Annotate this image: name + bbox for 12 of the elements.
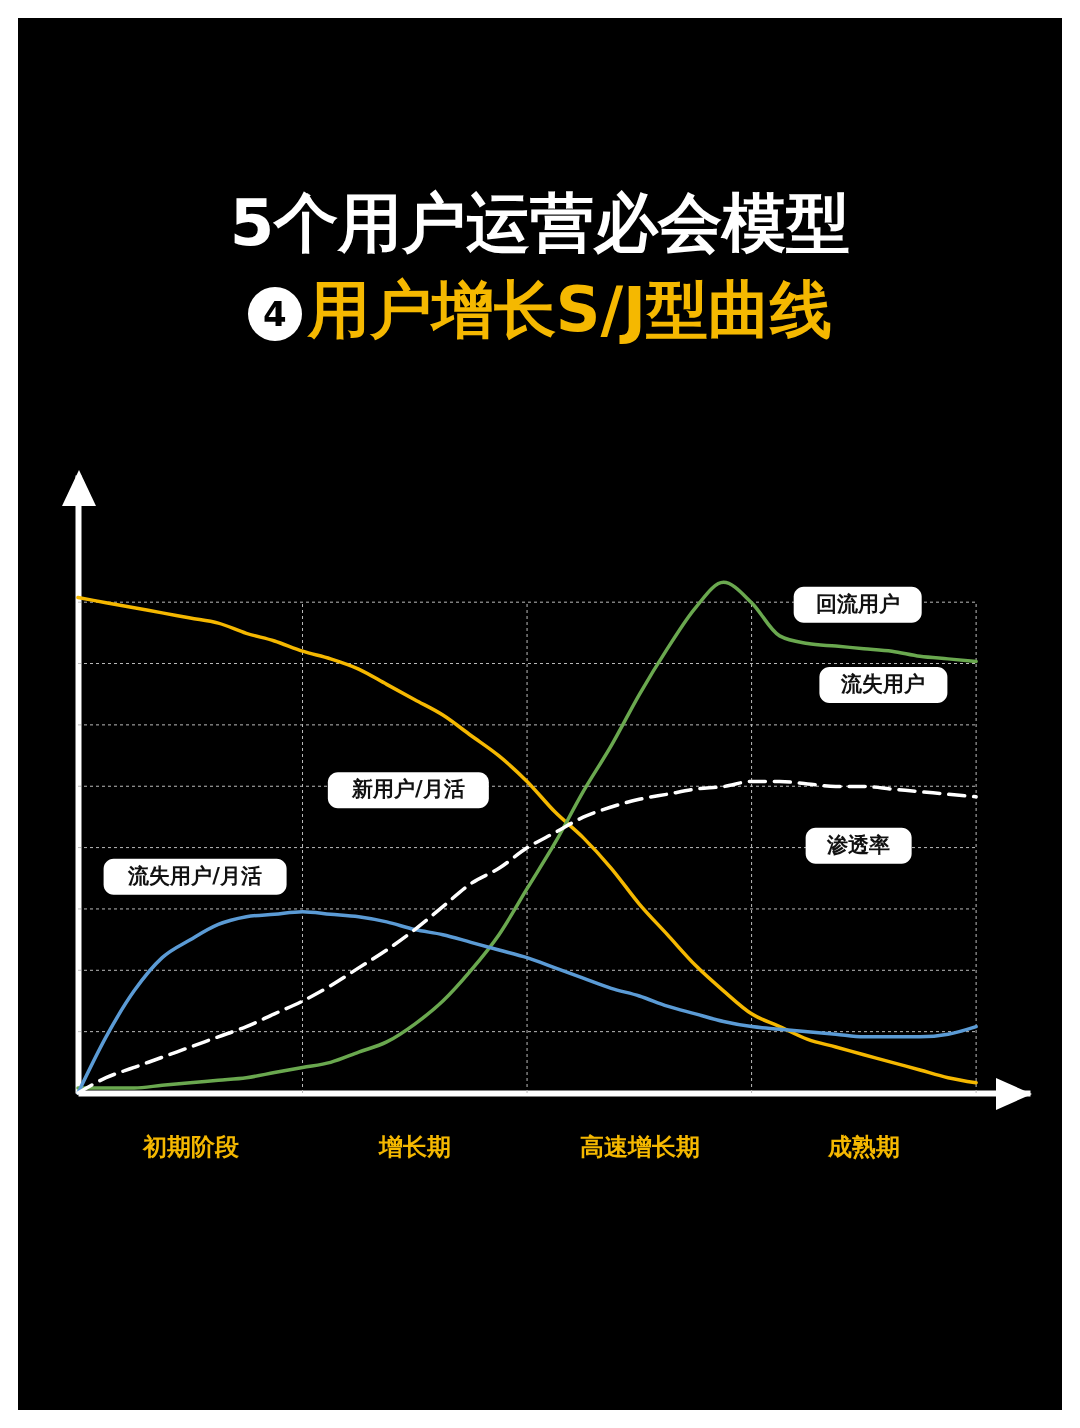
- series-label: 流失用户/月活: [127, 863, 262, 888]
- series-label: 新用户/月活: [351, 777, 465, 802]
- annotation: 流失用户: [840, 672, 926, 697]
- x-tick-label: 高速增长期: [579, 1132, 700, 1161]
- chart-title: 5个用户运营必会模型: [228, 185, 852, 262]
- x-tick-label: 成熟期: [827, 1132, 901, 1161]
- series-label: 回流用户: [815, 591, 900, 616]
- x-tick-label: 初期阶段: [141, 1132, 240, 1161]
- text: 4: [247, 286, 302, 341]
- text: 渗透率: [826, 832, 891, 857]
- chart-subtitle: 用户增长S/J型曲线: [307, 273, 833, 346]
- x-tick-label: 增长期: [378, 1132, 452, 1161]
